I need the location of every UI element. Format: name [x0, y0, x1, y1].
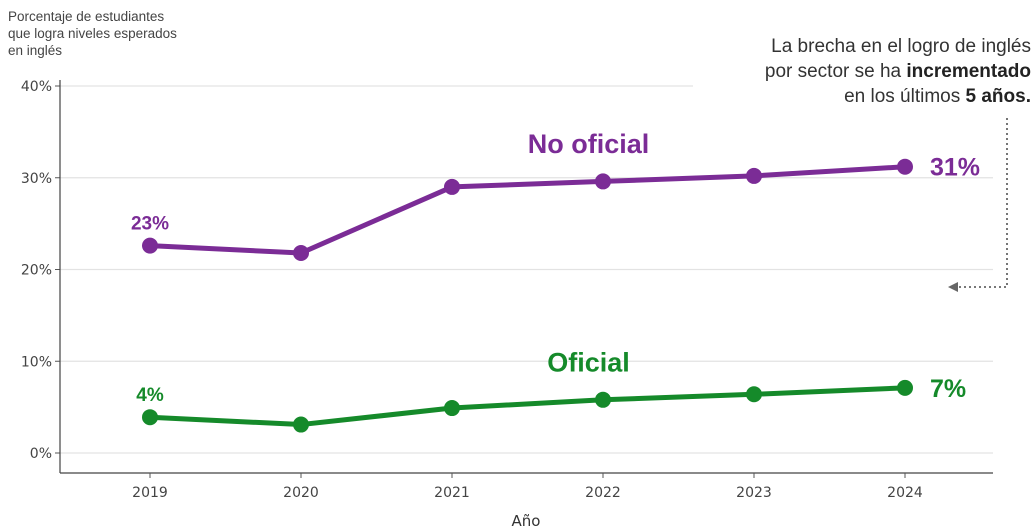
x-axis-title: Año: [512, 512, 541, 530]
annotation-line-2-bold: incrementado: [906, 61, 1031, 82]
data-point: [746, 386, 762, 403]
y-axis-title-line-1: Porcentaje de estudiantes: [8, 9, 165, 24]
y-tick-label: 40%: [21, 79, 52, 95]
data-point: [897, 379, 913, 396]
x-tick-label: 2019: [132, 485, 168, 501]
data-point: [897, 158, 913, 175]
data-point: [142, 237, 158, 254]
annotation-arrowhead: [948, 282, 958, 292]
annotation-line-3-bold: 5 años.: [965, 86, 1031, 107]
start-value-label: 23%: [131, 214, 169, 235]
x-tick-label: 2021: [434, 485, 470, 501]
series-name-label: Oficial: [547, 347, 630, 377]
x-tick-label: 2023: [736, 485, 772, 501]
series-name-label: No oficial: [528, 129, 650, 159]
data-point: [444, 178, 460, 195]
end-value-label: 31%: [930, 154, 980, 182]
data-point: [293, 416, 309, 433]
annotation-line-3: en los últimos 5 años.: [691, 84, 1031, 109]
data-point: [746, 167, 762, 184]
annotation-line-2-text: por sector se ha: [764, 61, 907, 82]
end-value-label: 7%: [930, 375, 966, 403]
x-tick-label: 2022: [585, 485, 621, 501]
start-value-label: 4%: [136, 385, 164, 406]
y-tick-label: 0%: [30, 446, 52, 462]
data-point: [595, 173, 611, 190]
data-point: [142, 409, 158, 426]
y-axis-title-line-2: que logra niveles esperados: [8, 26, 177, 41]
y-tick-label: 30%: [21, 171, 52, 187]
series-line-no-oficial: [147, 164, 908, 256]
annotation-pointer: [956, 118, 1008, 288]
x-tick-label: 2020: [283, 485, 319, 501]
data-point: [444, 400, 460, 417]
annotation-line-1: La brecha en el logro de inglés: [771, 36, 1031, 57]
y-tick-label: 20%: [21, 263, 52, 279]
data-point: [595, 391, 611, 408]
series-line-oficial: [147, 385, 908, 428]
annotation-line-2: por sector se ha incrementado: [691, 59, 1031, 84]
annotation-line-3-text: en los últimos: [844, 86, 966, 107]
gap-annotation: La brecha en el logro de inglés por sect…: [691, 34, 1031, 109]
y-axis-title-line-3: en inglés: [8, 43, 63, 58]
x-tick-label: 2024: [887, 485, 923, 501]
y-tick-label: 10%: [21, 354, 52, 370]
y-axis-title: Porcentaje de estudiantes que logra nive…: [8, 8, 238, 59]
data-point: [293, 244, 309, 261]
